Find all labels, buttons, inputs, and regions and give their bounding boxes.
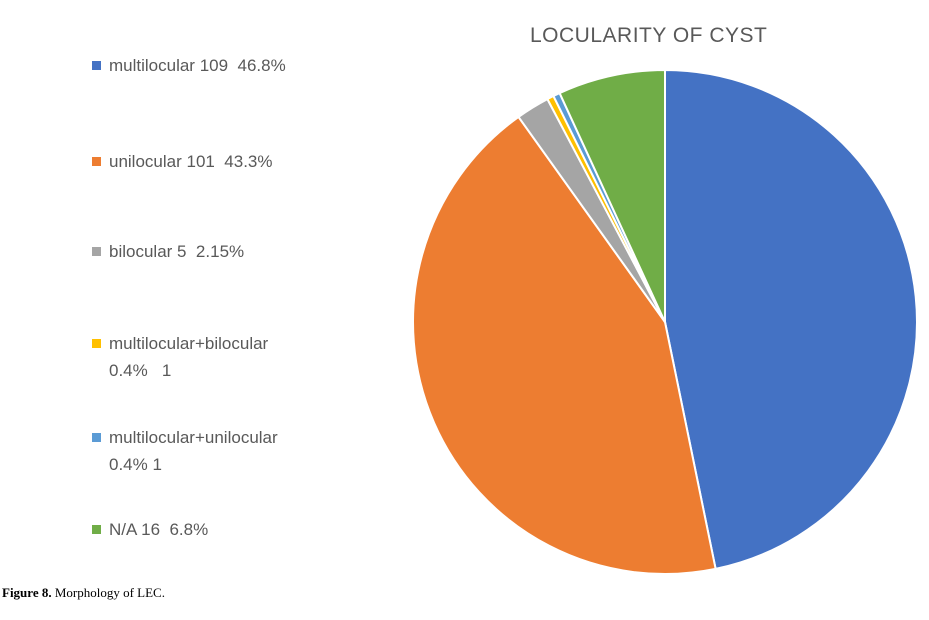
legend-swatch	[92, 61, 101, 70]
pie-slice-2	[412, 115, 717, 575]
figure-caption: Figure 8. Morphology of LEC.	[2, 585, 165, 601]
legend-label-line: 0.4% 1	[109, 361, 172, 380]
pie-slice-6	[558, 68, 666, 323]
legend-label: bilocular 5 2.15%	[109, 242, 245, 261]
caption-label: Figure 8.	[2, 585, 52, 600]
legend-swatch	[92, 247, 101, 256]
pie-slice-1	[664, 68, 918, 571]
legend-swatch	[92, 339, 101, 348]
legend-label: unilocular 101 43.3%	[109, 152, 273, 171]
legend-swatch	[92, 157, 101, 166]
legend-swatch	[92, 433, 101, 442]
legend-label: multilocular+bilocular 0.4% 1	[109, 330, 268, 384]
legend-label: multilocular+unilocular 0.4% 1	[109, 424, 278, 478]
legend-label: multilocular 109 46.8%	[109, 56, 286, 75]
legend-swatch	[92, 525, 101, 534]
chart-title: LOCULARITY OF CYST	[530, 24, 768, 47]
legend-label-line: 0.4% 1	[109, 455, 162, 474]
legend-label: N/A 16 6.8%	[109, 520, 209, 539]
caption-text: Morphology of LEC.	[51, 585, 165, 600]
chart-legend: multilocular 109 46.8% unilocular 101 43.…	[92, 0, 392, 580]
legend-label-line: multilocular+unilocular	[109, 428, 278, 447]
legend-label-line: multilocular+bilocular	[109, 334, 269, 353]
